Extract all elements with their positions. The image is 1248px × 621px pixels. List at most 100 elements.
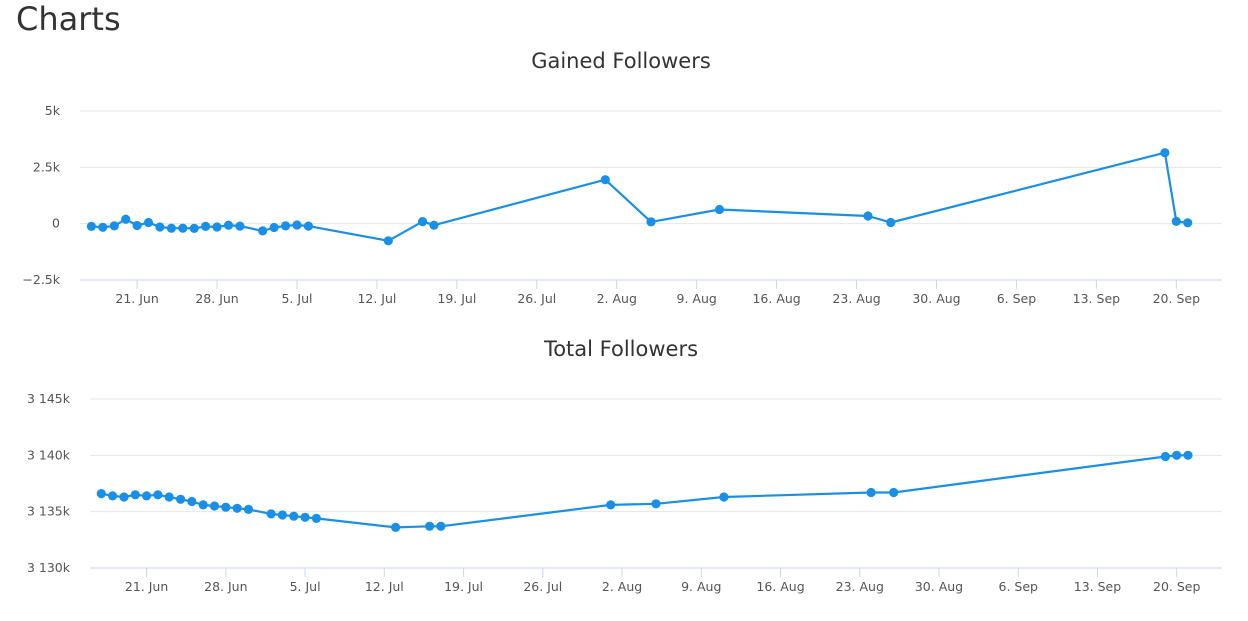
data-point[interactable] [266,509,276,519]
data-point[interactable] [429,220,439,230]
data-point[interactable] [863,211,873,221]
data-point[interactable] [119,492,129,502]
data-point[interactable] [886,217,896,228]
data-point[interactable] [130,490,140,500]
data-point[interactable] [155,222,165,232]
x-tick-label: 23. Aug [836,579,884,594]
data-point[interactable] [425,521,435,531]
data-point[interactable] [1183,218,1193,228]
data-point[interactable] [143,217,154,228]
x-tick-label: 2. Aug [602,579,642,594]
data-point[interactable] [1172,450,1182,460]
x-tick-label: 21. Jun [115,291,158,306]
data-point[interactable] [258,226,268,236]
data-point[interactable] [300,512,310,522]
x-tick-label: 6. Sep [997,291,1037,306]
data-point[interactable] [269,222,279,233]
y-tick-label: 3 130k [27,560,71,575]
data-point[interactable] [889,487,899,498]
data-point[interactable] [212,222,222,232]
x-tick-label: 26. Jul [523,579,562,594]
data-point[interactable] [223,220,234,230]
data-point[interactable] [646,217,656,227]
data-point[interactable] [1160,148,1170,158]
data-point[interactable] [132,220,142,231]
data-point[interactable] [289,511,299,521]
x-tick-label: 30. Aug [912,291,960,306]
data-point[interactable] [86,221,96,231]
chart-title: Gained Followers [531,49,711,73]
x-tick-label: 20. Sep [1153,291,1200,306]
series-line [100,454,1190,529]
data-point[interactable] [209,501,220,511]
data-point[interactable] [153,490,163,500]
gained-followers-chart: Gained Followers −2.5k 0 2.5k 5k 21. Jun 28. J… [22,49,1222,306]
data-point[interactable] [1171,216,1181,226]
data-point[interactable] [235,221,245,231]
data-point[interactable] [221,502,231,512]
data-point[interactable] [436,521,446,531]
data-point[interactable] [391,522,401,532]
data-point[interactable] [311,513,321,523]
x-tick-label: 13. Sep [1073,291,1120,306]
x-tick-label: 9. Aug [681,579,721,594]
x-tick-label: 30. Aug [915,579,963,594]
data-point[interactable] [383,236,393,246]
total-followers-chart: Total Followers 3 130k 3 135k 3 140k 3 145k 2… [27,337,1222,594]
data-point[interactable] [108,491,118,501]
data-point[interactable] [292,220,302,230]
data-point[interactable] [1160,451,1170,462]
data-point[interactable] [232,503,242,513]
y-tick-label: 2.5k [33,159,61,174]
data-point[interactable] [1183,450,1193,460]
data-point[interactable] [189,223,199,233]
data-point[interactable] [651,499,661,509]
x-tick-label: 13. Sep [1074,579,1121,594]
x-tick-label: 5. Jul [290,579,321,594]
x-tick-label: 20. Sep [1153,579,1200,594]
x-tick-label: 28. Jun [195,291,238,306]
data-point[interactable] [201,221,211,231]
data-point[interactable] [281,221,291,231]
data-point[interactable] [418,217,428,227]
data-point[interactable] [98,222,108,232]
x-tick-label: 19. Jul [437,291,476,306]
chart-title: Total Followers [543,337,698,361]
data-point[interactable] [714,204,725,215]
data-point[interactable] [142,491,152,501]
y-tick-label: 5k [45,103,61,118]
y-tick-label: 3 145k [27,391,71,406]
x-tick-label: 5. Jul [281,291,312,306]
x-tick-label: 26. Jul [517,291,556,306]
data-point[interactable] [178,223,188,233]
data-point[interactable] [176,494,186,504]
data-point[interactable] [600,175,610,185]
data-point[interactable] [121,214,131,224]
data-point[interactable] [243,504,254,514]
y-tick-label: −2.5k [22,272,60,287]
data-point[interactable] [866,487,876,498]
x-tick-label: 16. Aug [752,291,800,306]
data-point[interactable] [164,492,174,502]
x-tick-label: 23. Aug [832,291,880,306]
page-title: Charts [16,0,121,38]
y-tick-label: 3 140k [27,447,71,462]
data-point[interactable] [96,489,106,499]
x-tick-label: 2. Aug [597,291,637,306]
y-tick-label: 3 135k [27,504,71,519]
x-tick-label: 6. Sep [999,579,1039,594]
data-point[interactable] [277,510,287,520]
data-point[interactable] [166,223,176,233]
data-point[interactable] [303,221,313,231]
x-tick-label: 19. Jul [444,579,483,594]
series-line [90,151,1189,242]
data-point[interactable] [719,492,729,502]
data-point[interactable] [187,496,197,507]
x-tick-label: 12. Jul [365,579,404,594]
data-point[interactable] [606,500,616,510]
data-point[interactable] [109,221,119,231]
data-point[interactable] [198,500,208,510]
x-tick-label: 12. Jul [357,291,396,306]
x-tick-label: 16. Aug [756,579,804,594]
x-tick-label: 28. Jun [204,579,247,594]
